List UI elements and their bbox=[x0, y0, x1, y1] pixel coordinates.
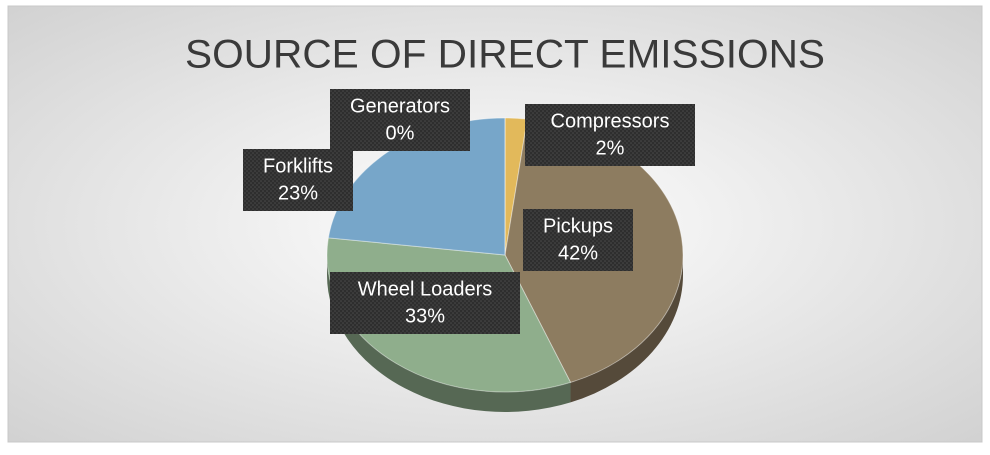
data-label-value: 42% bbox=[558, 242, 598, 264]
data-label-name: Pickups bbox=[543, 215, 613, 237]
data-label: Compressors 2% bbox=[525, 104, 695, 166]
data-label-name: Wheel Loaders bbox=[358, 278, 493, 300]
data-label-name: Generators bbox=[350, 95, 450, 117]
data-label: Generators 0% bbox=[330, 89, 470, 151]
data-label-box bbox=[523, 209, 633, 271]
data-label-value: 0% bbox=[386, 122, 415, 144]
slice bbox=[327, 117, 506, 256]
data-label-box bbox=[330, 272, 520, 334]
data-label-value: 2% bbox=[596, 137, 625, 159]
data-label-name: Compressors bbox=[551, 110, 670, 132]
data-label-value: 23% bbox=[278, 182, 318, 204]
data-label-name: Forklifts bbox=[263, 155, 333, 177]
chart-title: SOURCE OF DIRECT EMISSIONS bbox=[185, 33, 825, 77]
slice-side bbox=[327, 255, 571, 412]
data-label-box bbox=[243, 149, 353, 211]
data-label: Wheel Loaders 33% bbox=[330, 272, 520, 334]
data-label-value: 33% bbox=[405, 305, 445, 327]
data-label: Pickups 42% bbox=[523, 209, 633, 271]
data-label-box bbox=[330, 89, 470, 151]
data-label-box bbox=[525, 104, 695, 166]
data-label: Forklifts 23% bbox=[243, 149, 353, 211]
slice-side bbox=[570, 255, 683, 403]
